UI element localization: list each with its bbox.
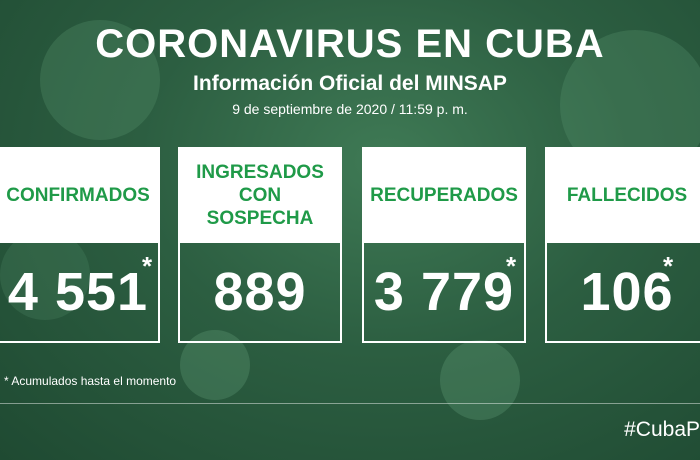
hashtag: #CubaP [624, 418, 700, 441]
stat-asterisk: * [142, 251, 153, 281]
stat-value: 4 551 [7, 262, 149, 322]
stat-value: 106 [580, 262, 674, 322]
footnote: * Acumulados hasta el momento [4, 374, 177, 388]
page-subtitle: Información Oficial del MINSAP [193, 72, 507, 95]
stat-value: 889 [213, 262, 307, 322]
virus-decoration [0, 230, 90, 320]
stat-label: CONFIRMADOS [6, 184, 150, 206]
virus-decoration [40, 20, 160, 140]
stat-card-fallecidos: FALLECIDOS 106 * [545, 147, 700, 343]
report-date: 9 de septiembre de 2020 / 11:59 p. m. [232, 101, 468, 117]
stat-card-ingresados: INGRESADOS CON SOSPECHA 889 [178, 147, 342, 343]
stat-card-recuperados: RECUPERADOS 3 779 * [362, 147, 526, 343]
stat-asterisk: * [663, 251, 674, 281]
virus-decoration [440, 340, 520, 420]
stat-asterisk: * [506, 251, 517, 281]
divider [0, 403, 700, 404]
stat-label: INGRESADOS CON SOSPECHA [196, 161, 324, 229]
stat-label: RECUPERADOS [370, 184, 518, 206]
stat-card-confirmados: CONFIRMADOS 4 551 * [0, 147, 160, 343]
page-title: CORONAVIRUS EN CUBA [95, 22, 605, 66]
stat-label: FALLECIDOS [566, 184, 688, 206]
stat-value: 3 779 [373, 262, 515, 322]
